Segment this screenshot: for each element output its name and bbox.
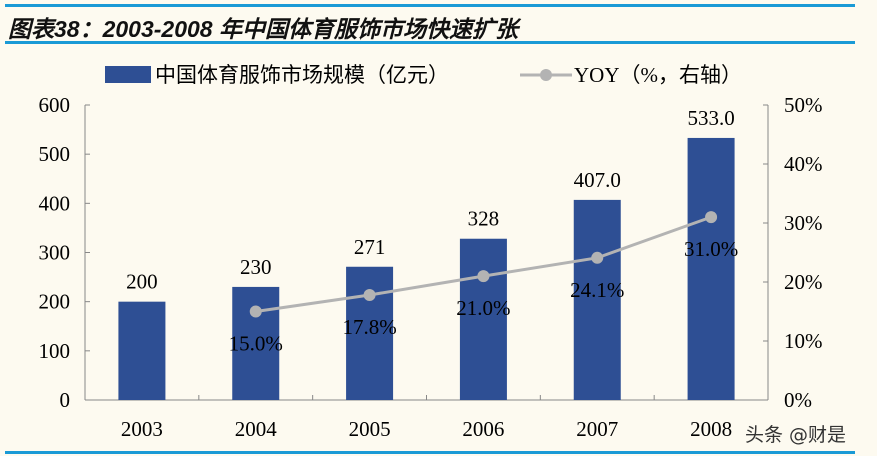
left-tick-label: 300 (39, 241, 71, 265)
yoy-label: 24.1% (570, 278, 624, 302)
x-tick-label: 2006 (462, 417, 504, 441)
x-tick-label: 2003 (121, 417, 163, 441)
bottom-rule (5, 451, 855, 454)
bar (346, 266, 394, 400)
x-tick-label: 2004 (235, 417, 278, 441)
x-tick-label: 2007 (576, 417, 618, 441)
bar-label: 328 (468, 207, 500, 231)
yoy-label: 21.0% (456, 296, 510, 320)
bar-label: 407.0 (574, 168, 621, 192)
left-tick-label: 200 (39, 290, 71, 314)
top-rule (5, 4, 855, 7)
yoy-label: 15.0% (229, 332, 283, 356)
x-tick-label: 2005 (349, 417, 391, 441)
x-tick-label: 2008 (690, 417, 732, 441)
yoy-point (705, 211, 718, 224)
bar-label: 533.0 (687, 106, 734, 130)
right-tick-label: 0% (784, 388, 812, 412)
right-tick-label: 30% (784, 211, 823, 235)
legend-bar-swatch (105, 66, 151, 83)
left-tick-label: 0 (60, 388, 71, 412)
right-tick-label: 40% (784, 152, 823, 176)
legend-bar-label: 中国体育服饰市场规模（亿元） (155, 63, 449, 87)
yoy-point (363, 288, 376, 301)
watermark: 头条 @财是 (745, 424, 847, 446)
bar (459, 238, 507, 400)
yoy-point (249, 305, 262, 318)
yoy-label: 31.0% (684, 237, 738, 261)
left-tick-label: 500 (39, 142, 71, 166)
right-tick-label: 10% (784, 329, 823, 353)
legend-line-label: YOY（%，右轴） (574, 63, 742, 87)
bar (118, 301, 166, 400)
right-tick-label: 50% (784, 93, 823, 117)
left-tick-label: 600 (39, 93, 71, 117)
legend-line-marker (540, 69, 552, 81)
left-tick-label: 100 (39, 339, 71, 363)
figure-title: 图表38：2003-2008 年中国体育服饰市场快速扩张 (8, 16, 518, 42)
bar (687, 137, 735, 401)
left-tick-label: 400 (39, 191, 71, 215)
bar-label: 230 (240, 255, 272, 279)
bar-label: 271 (354, 235, 386, 259)
right-tick-label: 20% (784, 270, 823, 294)
yoy-point (591, 251, 604, 264)
yoy-point (477, 270, 490, 283)
yoy-label: 17.8% (342, 315, 396, 339)
title-rule (5, 41, 855, 44)
bar (573, 199, 621, 400)
bar-label: 200 (126, 270, 158, 294)
